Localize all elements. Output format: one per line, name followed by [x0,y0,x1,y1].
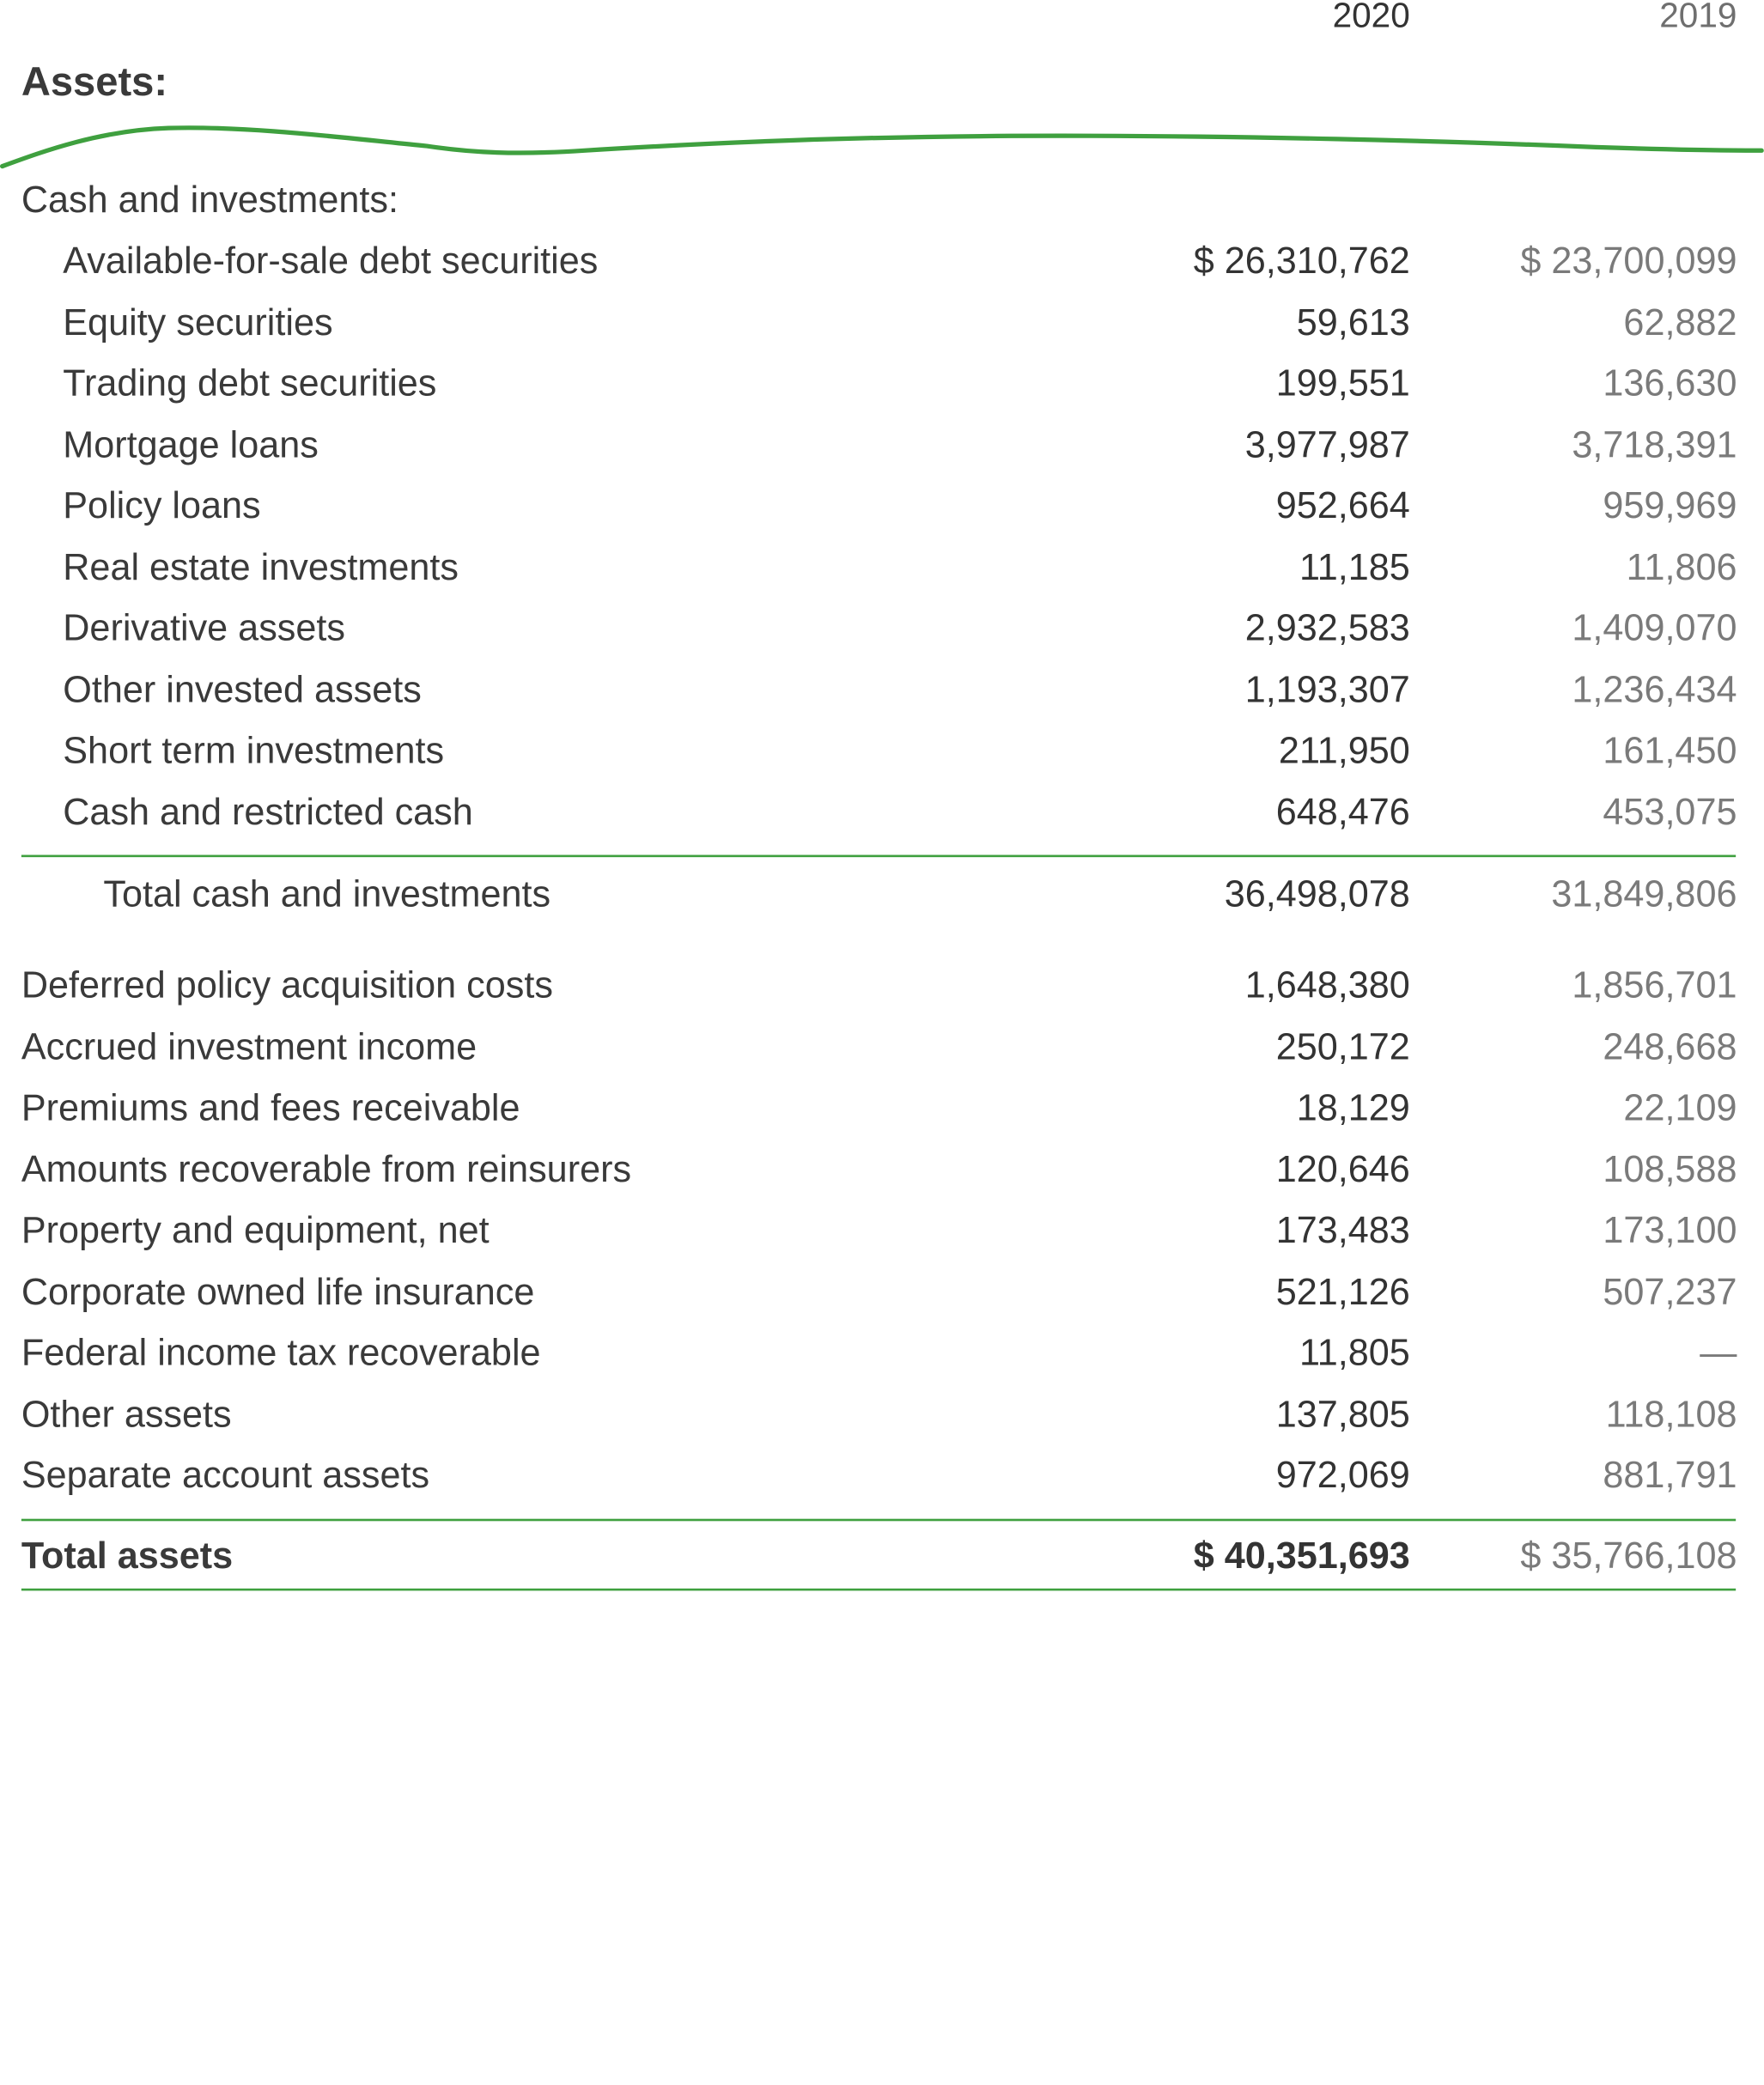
value-2019: 1,856,701 [1572,963,1737,1006]
value-2020: 1,193,307 [1244,668,1410,710]
value-2019: 959,969 [1603,483,1737,526]
table-row: Accrued investment income 250,172 248,66… [0,1024,1764,1069]
row-label: Other assets [21,1393,232,1435]
row-label: Corporate owned life insurance [21,1270,535,1312]
value-2020: 250,172 [1275,1025,1410,1067]
value-2019: $ 35,766,108 [1520,1535,1737,1577]
value-2020: 137,805 [1275,1393,1410,1435]
table-row: Mortgage loans 3,977,987 3,718,391 [0,422,1764,467]
value-2020: 199,551 [1275,362,1410,404]
table-row: Other assets 137,805 118,108 [0,1392,1764,1437]
table-row: Available-for-sale debt securities $ 26,… [0,238,1764,283]
row-label: Amounts recoverable from reinsurers [21,1147,632,1190]
row-label: Premiums and fees receivable [21,1086,520,1128]
value-2019: 3,718,391 [1572,423,1737,465]
assets-table: 2020 2019 Assets: Cash and investments: … [0,0,1764,1591]
value-2019: 31,849,806 [1551,872,1737,915]
row-label: Total assets [21,1535,234,1577]
value-2020: 11,185 [1299,545,1410,588]
table-row: Trading debt securities 199,551 136,630 [0,361,1764,405]
value-2020: 952,664 [1275,483,1410,526]
value-2020: 521,126 [1275,1270,1410,1312]
value-2019: 881,791 [1603,1453,1737,1496]
table-row: Amounts recoverable from reinsurers 120,… [0,1147,1764,1192]
value-2020: 3,977,987 [1244,423,1410,465]
value-2019: 1,236,434 [1572,668,1737,710]
value-2020: 36,498,078 [1224,872,1410,915]
row-label: Accrued investment income [21,1025,477,1067]
table-row: Policy loans 952,664 959,969 [0,483,1764,528]
row-label: Cash and investments: [21,179,398,221]
value-2019: 507,237 [1603,1270,1737,1312]
total-row: Total assets $ 40,351,693 $ 35,766,108 [0,1534,1764,1578]
value-2019: $ 23,700,099 [1520,239,1737,282]
row-label: Federal income tax recoverable [21,1331,541,1373]
row-label: Separate account assets [21,1453,430,1496]
value-2019: 248,668 [1603,1025,1737,1067]
value-2020: $ 40,351,693 [1193,1535,1410,1577]
table-row: Equity securities 59,613 62,882 [0,300,1764,344]
row-label: Deferred policy acquisition costs [21,963,553,1006]
value-2019: 136,630 [1603,362,1737,404]
value-2020: 11,805 [1299,1331,1410,1373]
value-2020: 211,950 [1278,729,1410,771]
decorative-brush-stroke [0,125,1764,169]
value-2020: 1,648,380 [1244,963,1410,1006]
table-row: Short term investments 211,950 161,450 [0,728,1764,773]
value-2020: 18,129 [1296,1086,1410,1128]
row-label: Mortgage loans [63,423,319,465]
table-row: Real estate investments 11,185 11,806 [0,544,1764,589]
table-row: Premiums and fees receivable 18,129 22,1… [0,1085,1764,1130]
table-row: Other invested assets 1,193,307 1,236,43… [0,667,1764,712]
row-label: Equity securities [63,301,333,343]
table-row: Federal income tax recoverable 11,805 — [0,1330,1764,1375]
value-2019: 118,108 [1605,1393,1737,1435]
table-row: Cash and restricted cash 648,476 453,075 [0,790,1764,835]
row-label: Property and equipment, net [21,1208,490,1251]
row-label: Real estate investments [63,545,459,588]
value-2019: 453,075 [1603,790,1737,833]
table-row: Separate account assets 972,069 881,791 [0,1453,1764,1498]
row-label: Policy loans [63,483,261,526]
value-2020: 120,646 [1275,1147,1410,1190]
value-2019: 173,100 [1603,1208,1737,1251]
row-label: Cash and restricted cash [63,790,473,833]
value-2019: — [1700,1331,1737,1373]
table-row: Derivative assets 2,932,583 1,409,070 [0,605,1764,650]
row-label: Short term investments [63,729,445,771]
value-2019: 11,806 [1626,545,1737,588]
row-label: Total cash and investments [103,872,551,915]
total-divider-top [21,1518,1737,1522]
value-2019: 62,882 [1623,301,1737,343]
table-row: Property and equipment, net 173,483 173,… [0,1207,1764,1252]
table-row: Corporate owned life insurance 521,126 5… [0,1269,1764,1314]
value-2019: 161,450 [1603,729,1737,771]
value-2019: 22,109 [1623,1086,1737,1128]
row-label: Derivative assets [63,606,345,648]
subtotal-row: Total cash and investments 36,498,078 31… [0,872,1764,916]
row-label: Trading debt securities [63,362,437,404]
value-2020: 972,069 [1275,1453,1410,1496]
value-2020: 2,932,583 [1244,606,1410,648]
table-row: Deferred policy acquisition costs 1,648,… [0,963,1764,1007]
row-cash-and-investments-heading: Cash and investments: [0,178,1764,222]
row-label: Available-for-sale debt securities [63,239,599,282]
value-2020: 173,483 [1275,1208,1410,1251]
column-header-2020: 2020 [1332,0,1410,35]
value-2020: $ 26,310,762 [1193,239,1410,282]
row-label: Other invested assets [63,668,422,710]
value-2020: 648,476 [1275,790,1410,833]
total-divider-bottom [21,1588,1737,1591]
section-title: Assets: [21,58,168,105]
value-2019: 1,409,070 [1572,606,1737,648]
value-2020: 59,613 [1296,301,1410,343]
subtotal-divider [21,854,1737,858]
value-2019: 108,588 [1603,1147,1737,1190]
column-header-2019: 2019 [1659,0,1737,35]
